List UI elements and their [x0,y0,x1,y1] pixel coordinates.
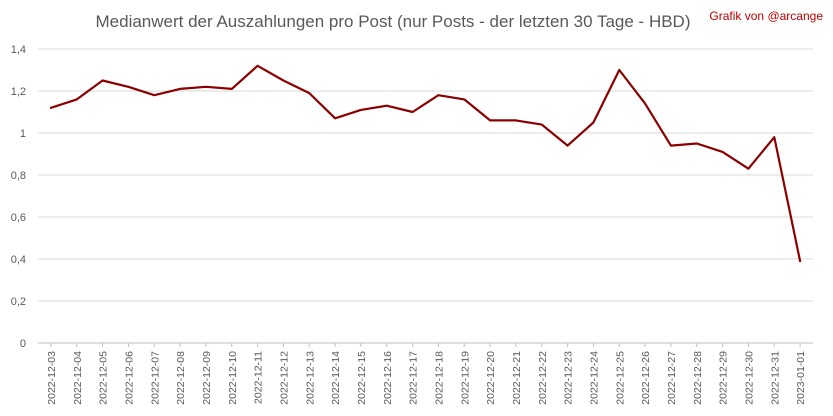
series-line [49,64,802,263]
y-tick-label: 1,2 [11,86,26,98]
x-tick-label: 2022-12-10 [227,351,239,405]
x-tick-label: 2022-12-06 [123,351,135,405]
x-tick-label: 2022-12-18 [433,351,445,405]
chart-title: Medianwert der Auszahlungen pro Post (nu… [96,12,691,31]
x-tick-label: 2022-12-12 [278,351,290,405]
x-tick-label: 2022-12-13 [304,351,316,405]
x-tick-label: 2022-12-21 [511,351,523,405]
x-tick-label: 2022-12-08 [175,351,187,405]
x-tick-label: 2022-12-05 [98,351,110,405]
x-axis-ticks: 2022-12-03 2022-12-04 2022-12-05 2022-12-06… [46,343,807,405]
series-layer [49,64,802,263]
y-tick-label: 1 [20,128,26,140]
x-tick-label: 2022-12-17 [408,351,420,405]
y-axis-ticks: 0 0,2 0,4 0,6 0,8 1 1,2 1,4 [11,44,26,350]
x-tick-label: 2022-12-19 [459,351,471,405]
x-tick-label: 2022-12-27 [666,351,678,405]
y-tick-label: 0,4 [11,254,26,266]
y-tick-label: 0,8 [11,170,26,182]
x-tick-label: 2022-12-24 [588,351,600,405]
x-tick-label: 2022-12-03 [46,351,58,405]
x-tick-label: 2022-12-16 [382,351,394,405]
x-tick-label: 2022-12-30 [743,351,755,405]
x-tick-label: 2022-12-04 [72,351,84,405]
y-tick-label: 0,2 [11,296,26,308]
x-tick-label: 2022-12-31 [769,351,781,405]
x-tick-label: 2022-12-09 [201,351,213,405]
x-tick-label: 2022-12-07 [149,351,161,405]
y-tick-label: 0,6 [11,212,26,224]
x-tick-label: 2022-12-28 [692,351,704,405]
x-tick-label: 2022-12-11 [253,351,265,404]
x-tick-label: 2022-12-20 [485,351,497,405]
x-tick-label: 2023-01-01 [795,351,807,405]
x-tick-label: 2022-12-26 [640,351,652,405]
x-tick-label: 2022-12-25 [614,351,626,405]
x-tick-label: 2022-12-29 [718,351,730,405]
x-tick-label: 2022-12-14 [330,351,342,405]
chart-credit: Grafik von @arcange [709,9,823,23]
y-tick-label: 1,4 [11,44,26,56]
x-tick-label: 2022-12-22 [537,351,549,405]
gridlines [38,48,813,344]
x-tick-label: 2022-12-15 [356,351,368,405]
x-tick-label: 2022-12-23 [563,351,575,405]
y-tick-label: 0 [20,338,26,350]
